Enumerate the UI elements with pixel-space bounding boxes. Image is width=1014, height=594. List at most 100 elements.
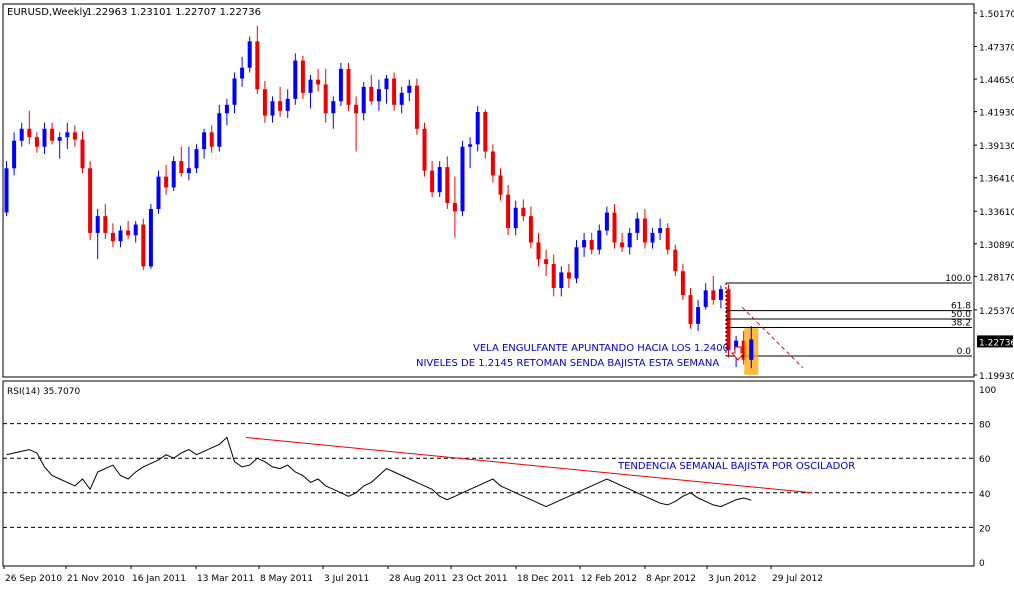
candle-body [346,68,351,105]
candle-body [437,167,442,193]
price-tick-label: 1.28170 [979,273,1014,283]
candle-body [57,137,62,141]
candle-body [118,230,123,242]
rsi-trend-line [245,436,813,494]
price-tick-label: 1.44650 [979,76,1014,86]
candle-body [620,242,625,248]
candle-body [658,228,663,233]
candle-body [452,202,457,212]
candle-body [521,207,526,217]
candle-body [34,137,39,147]
time-tick-label: 16 Jan 2011 [132,574,186,584]
price-tick-label: 1.30890 [979,241,1014,251]
candle-body [544,259,549,265]
candle-body [445,167,450,203]
candle-body [673,249,678,272]
time-tick-label: 29 Jul 2012 [772,574,823,584]
candle-body [110,232,115,242]
candle-body [316,79,321,85]
candle-body [604,212,609,231]
candle-body [536,242,541,260]
candle-body [680,271,685,296]
price-tick-label: 1.36410 [979,175,1014,185]
candle-body [240,67,245,79]
time-tick-label: 8 Apr 2012 [646,574,696,584]
price-tick-label: 1.19930 [979,372,1014,382]
candle-body [156,176,161,209]
candle-body [726,289,731,351]
candle-body [627,232,632,248]
candle-body [361,86,366,114]
candle-body [27,128,32,138]
rsi-tick-label: 60 [979,455,991,465]
rsi-tick-label: 80 [979,421,991,431]
candle-body [612,212,617,243]
candle-body [696,307,701,324]
candle-body [103,216,108,233]
candle-body [164,176,169,188]
time-tick-label: 8 May 2011 [260,574,313,584]
candle-body [338,68,343,102]
candle-body [194,149,199,169]
candle-body [278,101,283,111]
candle-body [392,78,397,105]
rsi-tick-label: 0 [979,559,985,569]
time-tick-label: 21 Nov 2010 [67,574,125,584]
rsi-tick-label: 40 [979,490,991,500]
current-price-box [977,335,1013,348]
rsi-line [6,436,752,508]
candle-body [72,132,77,140]
candle-body [475,111,480,145]
candle-body [528,216,533,243]
candle-body [718,289,723,300]
candle-body [270,101,275,116]
candle-body [354,104,359,114]
candle-body [703,290,708,308]
candle-body [430,170,435,193]
candle-body [551,264,556,288]
candle-body [642,218,647,243]
candle-body [42,128,47,147]
candle-body [498,175,503,195]
candle-body [4,168,9,213]
current-price-label: 1.22736 [979,338,1014,348]
candle-body [597,230,602,250]
candle-body [247,41,252,68]
candle-body [399,92,404,105]
candle-body [224,104,229,114]
candle-body [414,85,419,129]
fib-level-label: 100.0 [945,274,971,284]
fib-level-label: 0.0 [957,347,972,357]
candle-body [331,101,336,114]
time-tick-label: 18 Dec 2011 [517,574,575,584]
candle-body [468,144,473,147]
rsi-tick-label: 100 [979,386,996,396]
candle-body [148,208,153,267]
candle-body [88,168,93,233]
candle-body [12,140,17,169]
candle-body [506,194,511,229]
down-arrow-icon [730,346,746,361]
fib-level-label: 38.2 [951,318,971,328]
candle-body [133,224,138,236]
price-tick-label: 1.47370 [979,44,1014,54]
price-tick-label: 1.39130 [979,142,1014,152]
price-panel [2,3,975,378]
candle-body [300,60,305,93]
engulfing-candle-body [749,339,754,360]
time-tick-label: 3 Jul 2011 [324,574,369,584]
fib-level-label: 50.0 [951,310,971,320]
candle-body [262,89,267,116]
rsi-trend-label: TENDENCIA SEMANAL BAJISTA POR OSCILADOR [617,461,855,472]
candle-body [376,89,381,102]
candle-body [126,230,131,236]
ohlc-readout: 1.22963 1.23101 1.22707 1.22736 [86,7,261,18]
time-tick-label: 3 Jun 2012 [708,574,756,584]
fib-level-label: 61.8 [951,302,971,312]
candle-body [460,146,465,212]
candle-body [665,228,670,250]
candle-body [589,240,594,250]
candle-body [308,79,313,93]
